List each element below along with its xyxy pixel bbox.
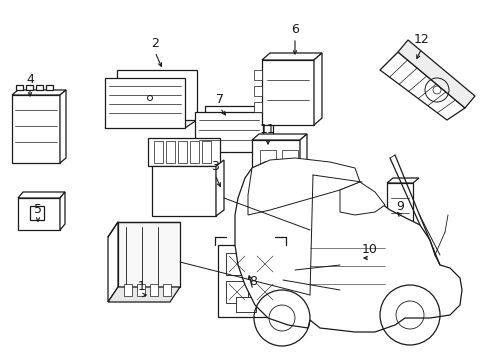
Polygon shape <box>397 40 474 108</box>
Bar <box>46 85 53 90</box>
Text: 4: 4 <box>26 73 34 86</box>
Bar <box>12 95 60 163</box>
Polygon shape <box>379 52 464 120</box>
Polygon shape <box>195 146 272 152</box>
Bar <box>137 284 145 296</box>
Bar <box>30 206 44 220</box>
Bar <box>195 112 263 152</box>
Bar <box>150 284 158 296</box>
Bar <box>236 297 256 312</box>
Text: 9: 9 <box>395 200 403 213</box>
Polygon shape <box>204 106 272 146</box>
Text: 11: 11 <box>260 123 275 136</box>
Bar <box>386 183 412 245</box>
Text: 10: 10 <box>361 243 377 256</box>
Text: 7: 7 <box>216 93 224 106</box>
Bar <box>154 141 163 163</box>
Bar <box>260 170 275 184</box>
Polygon shape <box>12 90 66 95</box>
Polygon shape <box>299 134 306 192</box>
Bar <box>253 86 262 96</box>
Bar <box>262 60 313 125</box>
Bar <box>253 253 275 275</box>
Bar <box>148 138 220 166</box>
Bar <box>294 286 305 296</box>
Polygon shape <box>305 222 398 230</box>
Polygon shape <box>247 158 359 215</box>
Polygon shape <box>18 192 65 198</box>
Text: 12: 12 <box>413 33 429 46</box>
Text: 2: 2 <box>151 37 159 50</box>
Text: 5: 5 <box>34 203 42 216</box>
Bar <box>16 85 23 90</box>
Bar <box>190 141 199 163</box>
Bar <box>305 230 389 310</box>
Text: 1: 1 <box>138 280 145 293</box>
Bar <box>36 85 43 90</box>
Polygon shape <box>386 178 418 183</box>
Polygon shape <box>117 70 197 120</box>
Polygon shape <box>235 160 461 332</box>
Polygon shape <box>108 222 118 302</box>
Bar <box>251 140 299 192</box>
Bar <box>260 150 275 164</box>
Bar <box>225 281 247 303</box>
Polygon shape <box>339 182 384 215</box>
Bar <box>253 102 262 112</box>
Bar <box>218 245 283 317</box>
Bar <box>178 141 186 163</box>
Bar <box>282 150 297 164</box>
Bar <box>282 170 297 184</box>
Polygon shape <box>262 53 321 60</box>
Text: 6: 6 <box>290 23 298 36</box>
Bar <box>105 78 184 128</box>
Bar <box>26 85 33 90</box>
Bar <box>202 141 210 163</box>
Polygon shape <box>251 134 306 140</box>
Bar <box>253 281 275 303</box>
Bar <box>163 284 171 296</box>
Polygon shape <box>216 160 224 216</box>
Bar <box>165 141 175 163</box>
Polygon shape <box>60 192 65 230</box>
Bar <box>18 198 60 230</box>
Bar <box>253 70 262 80</box>
Bar <box>294 270 305 280</box>
Bar <box>118 222 180 287</box>
Polygon shape <box>389 222 398 310</box>
Bar <box>294 238 305 248</box>
Bar <box>152 166 216 216</box>
Polygon shape <box>60 90 66 163</box>
Text: 3: 3 <box>211 160 219 173</box>
Bar <box>124 284 132 296</box>
Text: 8: 8 <box>248 275 257 288</box>
Bar <box>225 253 247 275</box>
Bar <box>294 254 305 264</box>
Polygon shape <box>108 287 180 302</box>
Polygon shape <box>313 53 321 125</box>
Polygon shape <box>105 120 197 128</box>
